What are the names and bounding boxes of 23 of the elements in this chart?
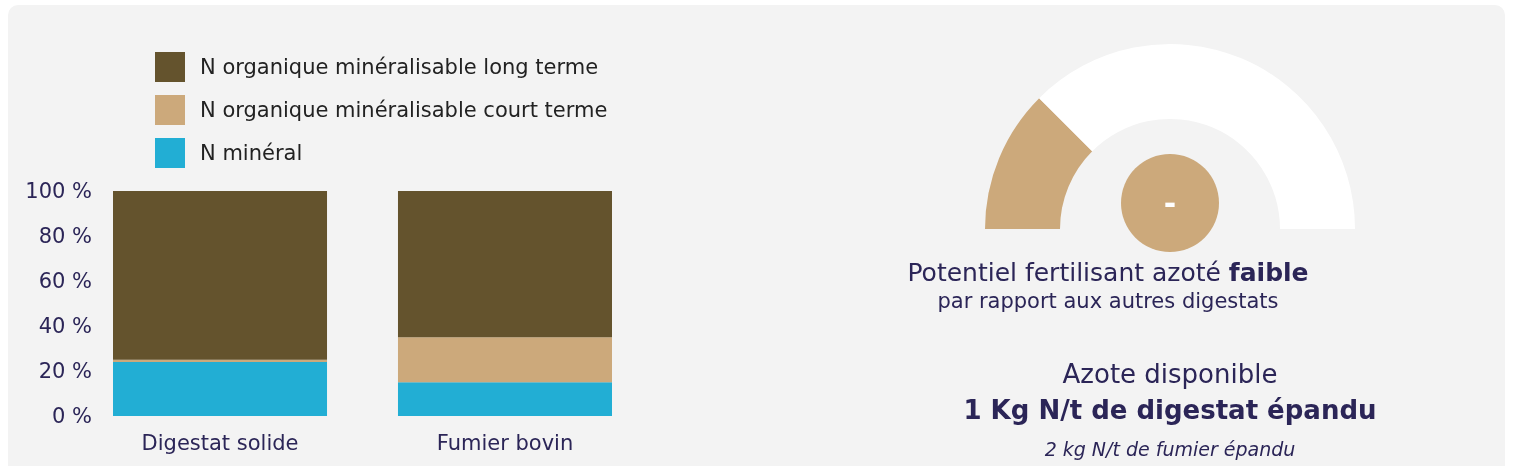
text: par rapport aux autres digestats	[937, 289, 1279, 313]
bar	[397, 337, 612, 383]
bar	[397, 382, 612, 416]
legend-label: N organique minéralisable long terme	[200, 55, 599, 80]
text: 1 Kg N/t de digestat épandu	[963, 395, 1377, 425]
text: faible	[1228, 258, 1309, 287]
y-tick-label: 100 %	[25, 179, 92, 204]
y-tick-label: 0 %	[52, 404, 92, 429]
bar	[113, 191, 328, 360]
text: 2 kg N/t de fumier épandu	[1044, 438, 1296, 460]
bar	[113, 362, 328, 416]
legend-label: N minéral	[200, 141, 303, 166]
y-tick-label: 20 %	[38, 359, 92, 384]
legend-label: N organique minéralisable court terme	[200, 98, 608, 123]
bar	[397, 191, 612, 338]
text: -	[1163, 185, 1177, 221]
text: Azote disponible	[1062, 359, 1278, 389]
x-tick-label: Digestat solide	[141, 431, 299, 455]
y-tick-label: 60 %	[38, 269, 92, 294]
text: Potentiel fertilisant azoté	[907, 258, 1229, 287]
x-tick-label: Fumier bovin	[436, 431, 574, 455]
y-tick-label: 80 %	[38, 224, 92, 249]
y-tick-label: 40 %	[38, 314, 92, 339]
